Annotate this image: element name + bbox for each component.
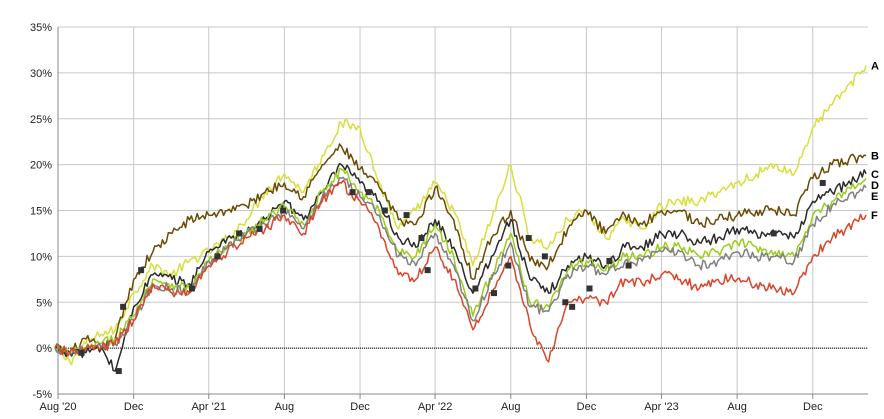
y-tick-label: 25% — [30, 114, 52, 126]
event-marker — [586, 285, 593, 292]
y-tick-label: 35% — [30, 22, 52, 34]
series-label-e: E — [871, 191, 878, 203]
event-marker — [418, 235, 425, 242]
y-tick-label: 20% — [30, 160, 52, 172]
series-line-a — [54, 65, 867, 366]
event-marker — [280, 207, 287, 214]
x-tick-label: Dec — [803, 401, 823, 413]
x-tick-label: Apr '22 — [418, 401, 453, 413]
x-tick-label: Dec — [350, 401, 370, 413]
y-tick-label: 5% — [36, 297, 52, 309]
event-marker — [115, 368, 122, 375]
event-marker — [214, 253, 221, 260]
y-tick-label: 0% — [36, 343, 52, 355]
event-marker — [381, 207, 388, 214]
event-marker — [525, 235, 532, 242]
markers — [78, 179, 826, 375]
event-marker — [541, 253, 548, 260]
series-line-f — [54, 179, 867, 363]
event-marker — [138, 267, 145, 274]
event-marker — [491, 290, 498, 297]
x-tick-label: Dec — [124, 401, 144, 413]
y-tick-label: 30% — [30, 68, 52, 80]
event-marker — [188, 285, 195, 292]
x-tick-label: Aug '20 — [40, 401, 77, 413]
event-marker — [256, 225, 263, 232]
x-tick-label: Dec — [577, 401, 597, 413]
event-marker — [819, 179, 826, 186]
event-marker — [505, 262, 512, 269]
event-marker — [625, 262, 632, 269]
event-marker — [424, 267, 431, 274]
x-tick-label: Aug — [275, 401, 295, 413]
event-marker — [562, 299, 569, 306]
y-tick-label: 10% — [30, 251, 52, 263]
series-label-a: A — [871, 61, 879, 73]
series-label-c: C — [871, 169, 879, 181]
y-tick-label: 15% — [30, 206, 52, 218]
series-line-c — [54, 162, 867, 372]
event-marker — [349, 189, 356, 196]
x-tick-label: Apr '23 — [644, 401, 679, 413]
event-marker — [365, 189, 372, 196]
series-label-d: D — [871, 180, 879, 192]
event-marker — [472, 285, 479, 292]
x-tick-label: Aug — [727, 401, 747, 413]
axes: -5% 0% 5% 10% 15% 20% 25% 30% 35% Aug '20 Dec Apr '… — [30, 22, 868, 413]
series-line-b — [54, 143, 867, 356]
event-marker — [78, 349, 85, 356]
series-label-b: B — [871, 150, 879, 162]
event-marker — [403, 212, 410, 219]
x-tick-label: Apr '21 — [191, 401, 226, 413]
y-tick-label: -5% — [32, 389, 52, 401]
event-marker — [120, 303, 127, 310]
x-tick-label: Aug — [501, 401, 521, 413]
event-marker — [606, 257, 613, 264]
event-marker — [236, 230, 243, 237]
series-label-f: F — [871, 210, 878, 222]
event-marker — [569, 303, 576, 310]
event-marker — [770, 230, 777, 237]
